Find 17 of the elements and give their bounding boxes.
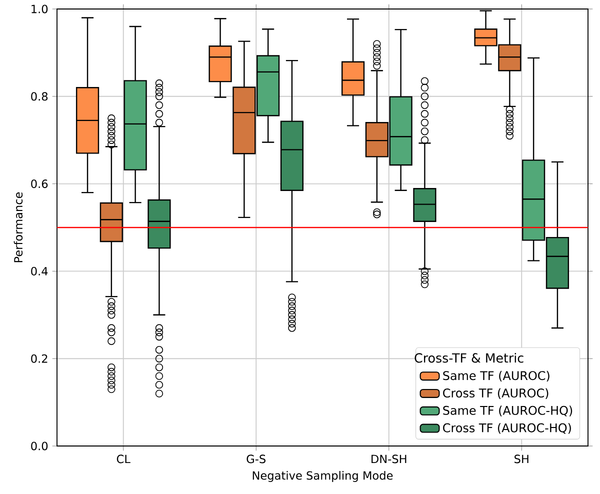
y-tick-label: 0.6 bbox=[31, 180, 48, 188]
legend-title: Cross-TF & Metric bbox=[414, 352, 524, 363]
y-tick-label: 0.0 bbox=[31, 442, 48, 450]
x-tick-label: CL bbox=[116, 454, 130, 464]
y-tick-label: 1.0 bbox=[32, 4, 48, 14]
x-tick-label: SH bbox=[514, 454, 528, 464]
legend-label: Cross TF (AUROC-HQ) bbox=[443, 423, 571, 434]
legend-label: Same TF (AUROC-HQ) bbox=[443, 406, 572, 416]
legend-label: Cross TF (AUROC) bbox=[443, 388, 548, 399]
y-axis-title: Performance bbox=[14, 192, 23, 262]
y-tick-label: 0.8 bbox=[31, 92, 48, 101]
x-tick-label: DN-SH bbox=[372, 454, 406, 464]
x-axis-title: Negative Sampling Mode bbox=[252, 471, 393, 482]
x-tick-label: G-S bbox=[246, 454, 266, 464]
legend-label: Same TF (AUROC) bbox=[443, 370, 550, 382]
y-tick-label: 0.4 bbox=[31, 266, 48, 276]
y-tick-label: 0.2 bbox=[31, 354, 48, 363]
